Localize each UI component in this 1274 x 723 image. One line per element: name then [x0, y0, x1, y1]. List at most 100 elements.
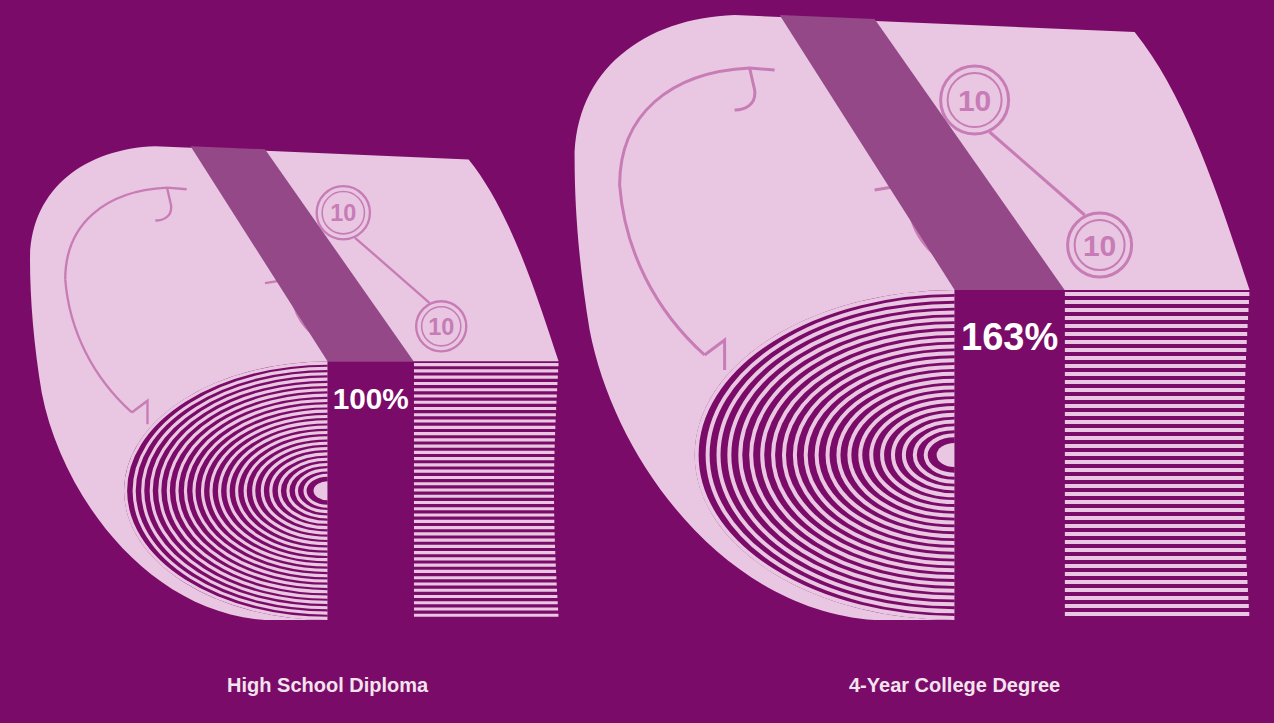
bill-edge: [1065, 356, 1246, 360]
bill-edge: [414, 513, 554, 516]
bill-edge: [1065, 380, 1245, 384]
bill-edge: [211, 416, 328, 565]
bill-edge: [882, 408, 955, 502]
bill-edge: [1065, 532, 1246, 536]
band-top: [780, 15, 1065, 290]
bill-edge: [228, 427, 328, 554]
bill-edge: [1065, 460, 1244, 464]
bill-edge: [126, 363, 328, 618]
bill-circle: [1068, 213, 1132, 277]
bill-edge: [1065, 516, 1245, 520]
bill-edge: [414, 401, 557, 404]
money-bundle: 10 10: [575, 15, 1250, 620]
bill-edge: [414, 419, 556, 422]
bill-edge: [414, 570, 556, 573]
bill-edge: [1065, 588, 1248, 592]
bill-circle: [948, 73, 1002, 127]
bill-decoration: [990, 132, 1085, 215]
bill-edge: [719, 306, 955, 605]
bill-edge: [414, 376, 558, 379]
bill-edge: [1065, 564, 1247, 568]
bill-circle: [322, 192, 364, 234]
bill-edge: [708, 299, 955, 611]
bill-edge: [1065, 556, 1247, 560]
bill-decoration: [620, 185, 725, 370]
bill-edge: [871, 401, 954, 509]
bill-decoration: [355, 238, 429, 303]
bill-edge: [414, 451, 555, 454]
bill-edge: [1065, 500, 1245, 504]
bill-circle: [1075, 220, 1125, 270]
bill-edge: [773, 340, 955, 571]
bill-edge: [414, 576, 557, 579]
bill-edge: [1065, 372, 1246, 376]
bill-circle: [317, 186, 370, 239]
bill-edge: [203, 411, 328, 570]
chart-container: 10101010100%High School Diploma163%4-Yea…: [0, 0, 1274, 723]
bill-edge: [414, 388, 557, 391]
bill-edge: [1065, 412, 1244, 416]
bundle-top: [575, 15, 1250, 620]
bill-edge: [849, 387, 954, 522]
bill-edge: [414, 532, 555, 535]
bill-edge: [1065, 396, 1245, 400]
bundle-top: [30, 146, 559, 620]
bill-edge: [1065, 428, 1244, 432]
bill-edge: [1065, 316, 1248, 320]
curl-core: [314, 481, 328, 500]
bill-edge: [1065, 572, 1247, 576]
bill-edge: [414, 589, 557, 592]
bill-edge: [414, 394, 557, 397]
bill-edge: [414, 564, 556, 567]
bill-edge: [296, 470, 327, 512]
bill-edge: [194, 406, 328, 576]
bill-label: 10: [958, 84, 991, 117]
bill-edge: [160, 384, 328, 597]
bill-edge: [414, 369, 558, 372]
bill-edge: [185, 400, 327, 581]
bill-edge: [414, 582, 557, 585]
bill-edge: [414, 526, 555, 529]
bill-edge: [1065, 388, 1245, 392]
bill-edge: [806, 360, 955, 550]
bill-edge: [1065, 348, 1247, 352]
bill-edge: [414, 501, 554, 504]
bill-edge: [414, 432, 555, 435]
bill-edge: [414, 407, 556, 410]
bill-edge: [762, 333, 954, 577]
bill-edge: [1065, 444, 1244, 448]
bill-edge: [1065, 596, 1249, 600]
bill-edge: [414, 476, 554, 479]
bill-edge: [1065, 308, 1249, 312]
bill-edge: [1065, 332, 1248, 336]
bill-edge: [1065, 508, 1245, 512]
bill-edge: [1065, 300, 1249, 304]
texts: 100%High School Diploma163%4-Year Colleg…: [227, 316, 1060, 696]
bill-edge: [414, 363, 559, 366]
bill-edge: [414, 557, 556, 560]
bill-edge: [414, 482, 554, 485]
bill-label: 10: [1083, 229, 1116, 262]
stack-front: [1065, 290, 1250, 620]
bill-edge: [414, 445, 555, 448]
bill-edge: [414, 438, 555, 441]
band-front: [328, 362, 414, 620]
bill-circle: [941, 66, 1009, 134]
curl-core: [937, 443, 955, 467]
bill-edge: [904, 422, 955, 489]
chart-svg: 10101010100%High School Diploma163%4-Yea…: [0, 0, 1274, 723]
bill-edge: [915, 428, 955, 481]
bill-edge: [1065, 548, 1246, 552]
data-label: 100%: [333, 382, 409, 415]
bill-circle: [422, 307, 461, 346]
bill-edge: [1065, 364, 1246, 368]
bill-edge: [1065, 420, 1244, 424]
bill-decoration: [65, 188, 186, 280]
bill-edge: [1065, 292, 1250, 296]
bill-edge: [893, 415, 955, 496]
bill-edge: [414, 601, 558, 604]
bill-edge: [1065, 540, 1246, 544]
bill-edge: [414, 495, 554, 498]
bill-edge: [262, 449, 327, 533]
band-top: [191, 146, 414, 361]
